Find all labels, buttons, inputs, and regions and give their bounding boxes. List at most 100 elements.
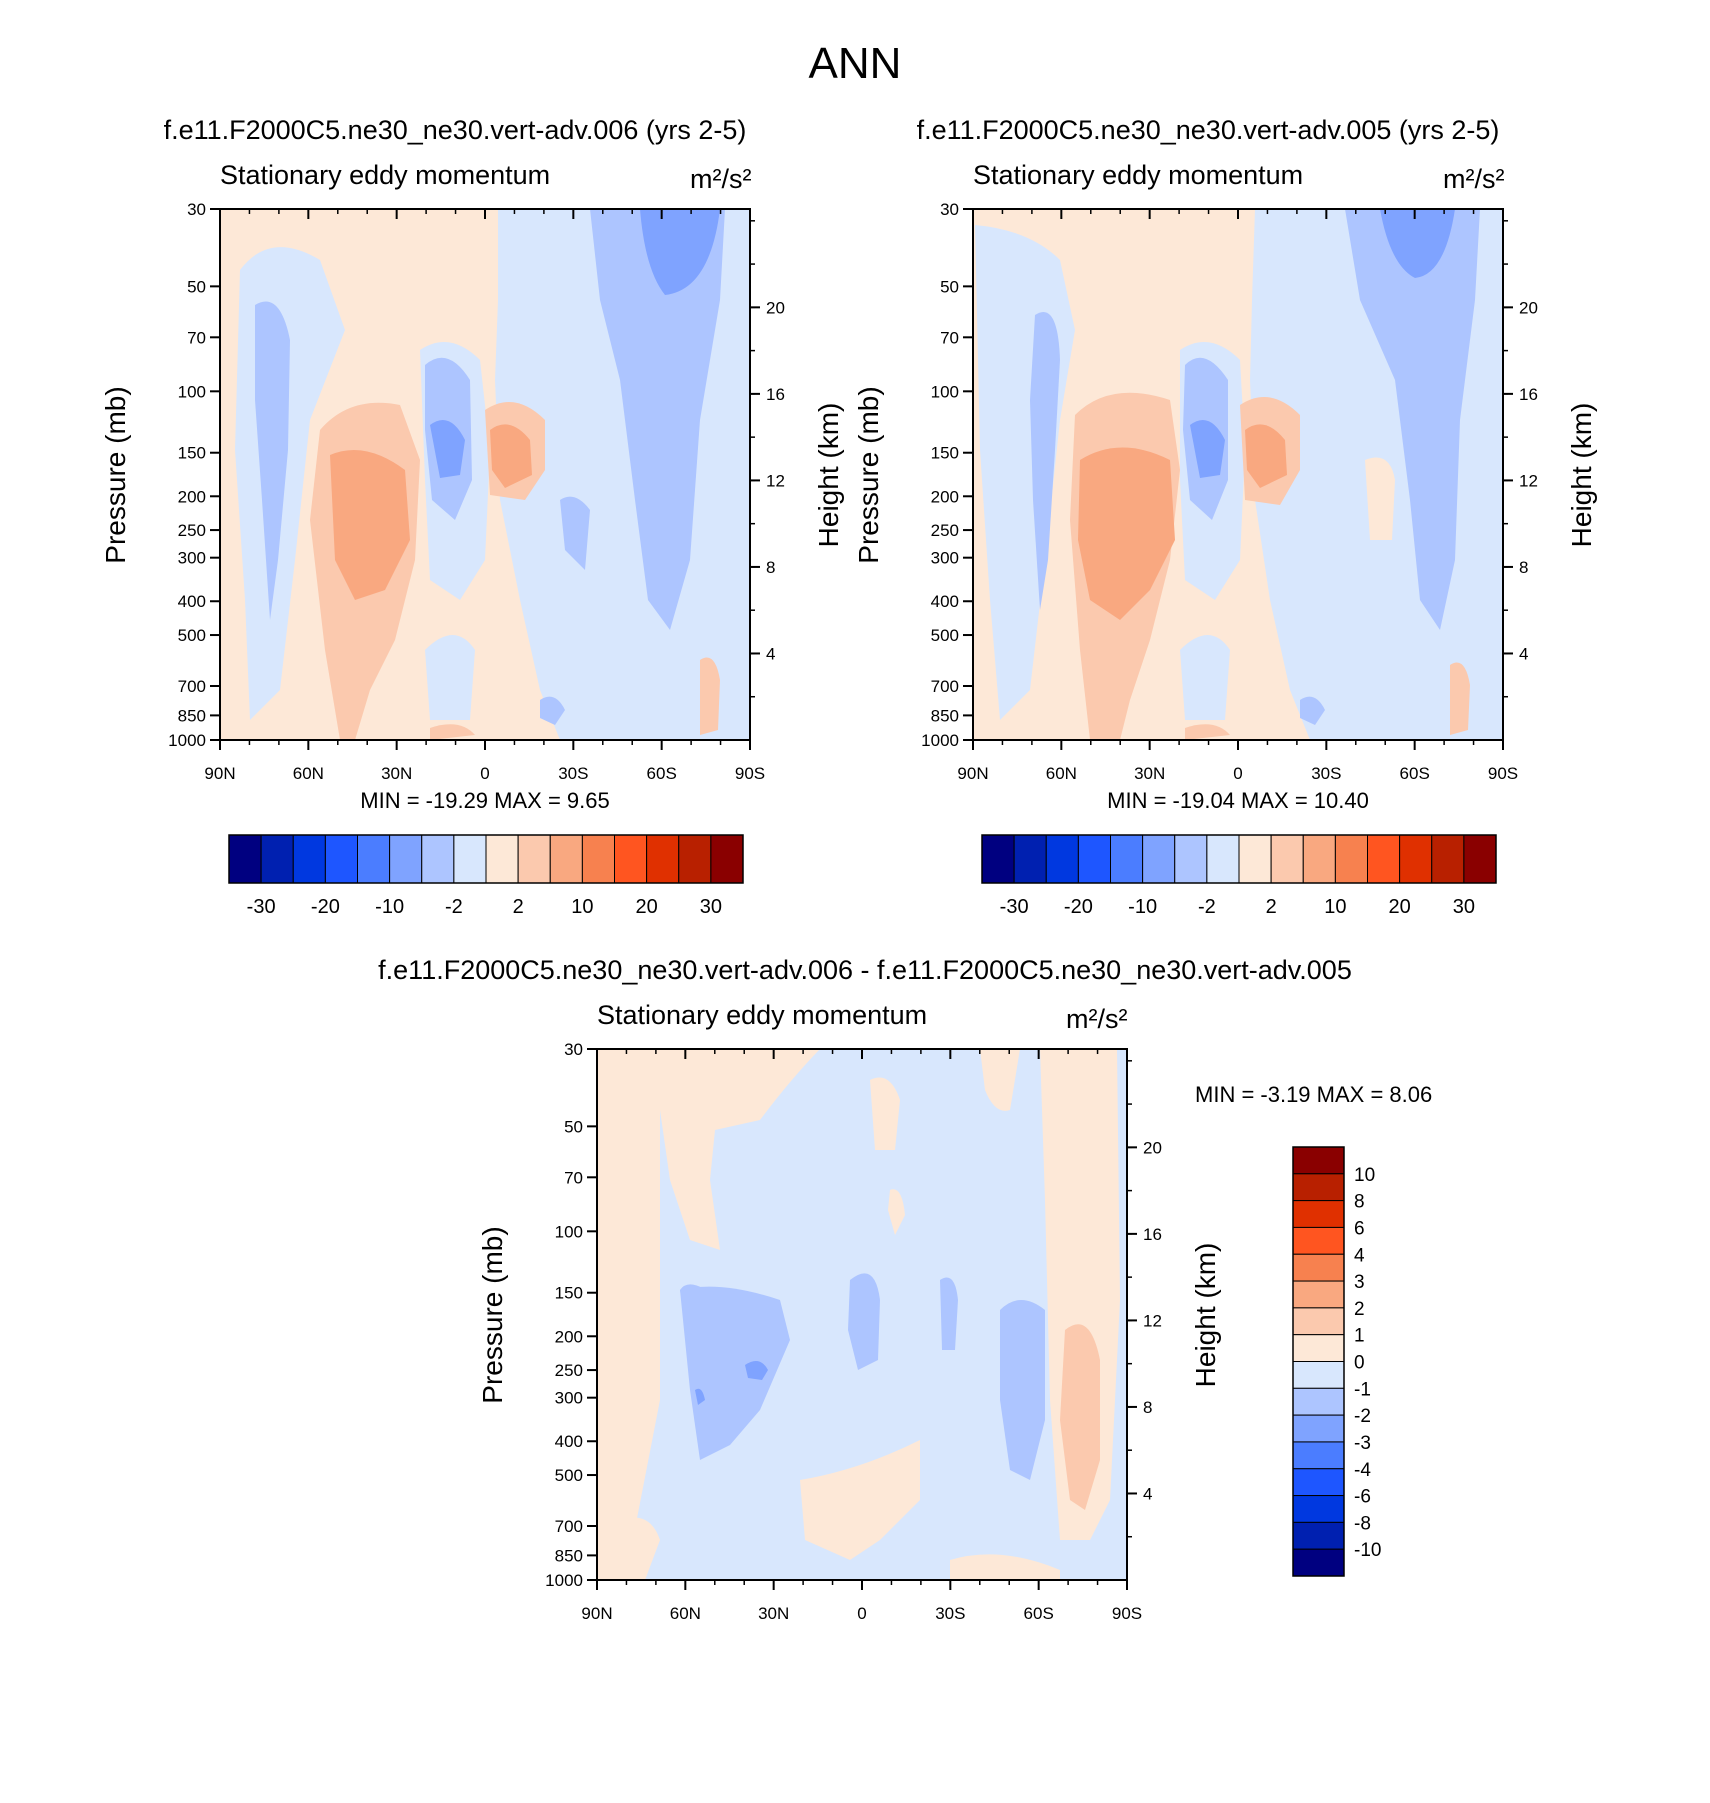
y-right-tick-label: 4 xyxy=(1143,1484,1152,1503)
y-tick-label: 30 xyxy=(187,200,206,219)
x-tick-label: 0 xyxy=(857,1604,866,1623)
y-tick-label: 500 xyxy=(178,626,206,645)
colorbar-label: 0 xyxy=(1354,1353,1365,1374)
y-axis-right: 20 16 12 8 4 xyxy=(750,220,785,698)
y-axis-label: Pressure (mb) xyxy=(853,386,884,563)
colorbar-swatch xyxy=(1270,834,1304,884)
y-tick-label: 150 xyxy=(931,444,959,463)
y-axis-label: Pressure (mb) xyxy=(477,1226,508,1403)
colorbar-frame xyxy=(1292,1146,1345,1577)
colorbar-label: 8 xyxy=(1354,1192,1365,1213)
colorbar-swatch xyxy=(357,834,391,884)
colorbar-label: 1 xyxy=(1354,1326,1365,1347)
colorbar-swatch xyxy=(1174,834,1208,884)
colorbar-swatch xyxy=(1292,1226,1345,1255)
y-axis-left: 30 50 70 100 150 200 250 300 400 500 700 850 1000 xyxy=(921,200,973,750)
y-tick-label: 300 xyxy=(555,1389,583,1408)
y-right-tick-label: 12 xyxy=(1519,471,1538,490)
panel-subtitle: Stationary eddy momentum xyxy=(973,160,1303,190)
colorbar-label: 4 xyxy=(1354,1245,1365,1266)
y-tick-label: 70 xyxy=(940,328,959,347)
colorbar-swatch xyxy=(485,834,519,884)
y-axis-left: 30 50 70 100 150 200 250 300 400 500 700 850 1000 xyxy=(545,1040,597,1590)
colorbar-swatch xyxy=(1292,1548,1345,1577)
y-tick-label: 500 xyxy=(555,1466,583,1485)
colorbar-swatch xyxy=(646,834,680,884)
colorbar-label: 30 xyxy=(1453,896,1475,918)
x-tick-label: 90S xyxy=(735,764,765,783)
colorbar-label: -6 xyxy=(1354,1487,1371,1508)
colorbar-label: 10 xyxy=(1324,896,1346,918)
y-tick-label: 250 xyxy=(931,521,959,540)
colorbar-label: -2 xyxy=(445,896,463,918)
colorbar-swatch xyxy=(1206,834,1240,884)
y-tick-label: 100 xyxy=(178,382,206,401)
y-tick-label: 400 xyxy=(555,1432,583,1451)
colorbar-swatch xyxy=(981,834,1015,884)
panel-subtitle: Stationary eddy momentum xyxy=(597,1000,927,1030)
x-tick-label: 90N xyxy=(957,764,988,783)
colorbar-swatch xyxy=(710,834,744,884)
y-right-tick-label: 16 xyxy=(1519,385,1538,404)
x-tick-label: 30N xyxy=(758,1604,789,1623)
min-max-label: MIN = -19.29 MAX = 9.65 xyxy=(360,788,609,813)
x-tick-label: 60N xyxy=(293,764,324,783)
x-tick-label: 90S xyxy=(1488,764,1518,783)
colorbar-swatch xyxy=(614,834,648,884)
x-axis: 90N 60N 30N 0 30S 60S 90S xyxy=(957,209,1518,783)
colorbar-label: -8 xyxy=(1354,1513,1371,1534)
colorbar-label: -20 xyxy=(1064,896,1093,918)
colorbar-swatch xyxy=(1110,834,1144,884)
y-right-tick-label: 8 xyxy=(1519,558,1528,577)
y-right-tick-label: 20 xyxy=(1519,298,1538,317)
colorbar-swatch xyxy=(228,834,262,884)
x-tick-label: 0 xyxy=(480,764,489,783)
colorbar: -30 -20 -10 -2 2 10 20 30 xyxy=(228,834,744,918)
colorbar-swatch xyxy=(678,834,712,884)
x-tick-label: 90N xyxy=(581,1604,612,1623)
colorbar-label: -2 xyxy=(1354,1406,1371,1427)
colorbar-label: 20 xyxy=(1389,896,1411,918)
colorbar-label: -10 xyxy=(1354,1540,1381,1561)
figure-title: ANN xyxy=(809,39,902,88)
colorbar-swatch xyxy=(1292,1441,1345,1470)
colorbar-label: 10 xyxy=(571,896,593,918)
y-right-tick-label: 20 xyxy=(766,298,785,317)
y-tick-label: 250 xyxy=(178,521,206,540)
colorbar-label: -2 xyxy=(1198,896,1216,918)
x-tick-label: 30S xyxy=(935,1604,965,1623)
colorbar-label: 20 xyxy=(636,896,658,918)
colorbar: -30 -20 -10 -2 2 10 20 30 xyxy=(981,834,1497,918)
contour-field xyxy=(597,1049,1127,1580)
y-right-tick-label: 12 xyxy=(766,471,785,490)
colorbar-frame xyxy=(228,834,744,884)
panel-title: f.e11.F2000C5.ne30_ne30.vert-adv.006 (yr… xyxy=(164,115,747,145)
y-tick-label: 200 xyxy=(178,487,206,506)
panel-model-005: f.e11.F2000C5.ne30_ne30.vert-adv.005 (yr… xyxy=(853,115,1597,918)
colorbar-swatch xyxy=(1292,1280,1345,1309)
y-right-tick-label: 8 xyxy=(1143,1398,1152,1417)
x-tick-label: 30N xyxy=(381,764,412,783)
x-tick-label: 60S xyxy=(647,764,677,783)
colorbar-swatch xyxy=(1292,1495,1345,1523)
units-label: m²/s² xyxy=(1443,164,1504,194)
y-right-tick-label: 4 xyxy=(766,644,775,663)
colorbar-label: -20 xyxy=(311,896,340,918)
panel-subtitle: Stationary eddy momentum xyxy=(220,160,550,190)
y-axis-label: Pressure (mb) xyxy=(100,386,131,563)
y-tick-label: 500 xyxy=(931,626,959,645)
y-axis-right: 20 16 12 8 4 xyxy=(1503,220,1538,698)
colorbar-label: -4 xyxy=(1354,1460,1371,1481)
colorbar-label: -3 xyxy=(1354,1433,1371,1454)
colorbar-swatch xyxy=(1142,834,1176,884)
colorbar-label: 6 xyxy=(1354,1218,1365,1239)
y-tick-label: 200 xyxy=(931,487,959,506)
colorbar-swatch xyxy=(1238,834,1272,884)
contour-field xyxy=(973,209,1503,740)
colorbar-swatch xyxy=(1431,834,1465,884)
x-tick-label: 30S xyxy=(558,764,588,783)
colorbar-label: -10 xyxy=(1128,896,1157,918)
x-tick-label: 30S xyxy=(1311,764,1341,783)
min-max-label: MIN = -19.04 MAX = 10.40 xyxy=(1107,788,1369,813)
colorbar-swatch xyxy=(292,834,326,884)
